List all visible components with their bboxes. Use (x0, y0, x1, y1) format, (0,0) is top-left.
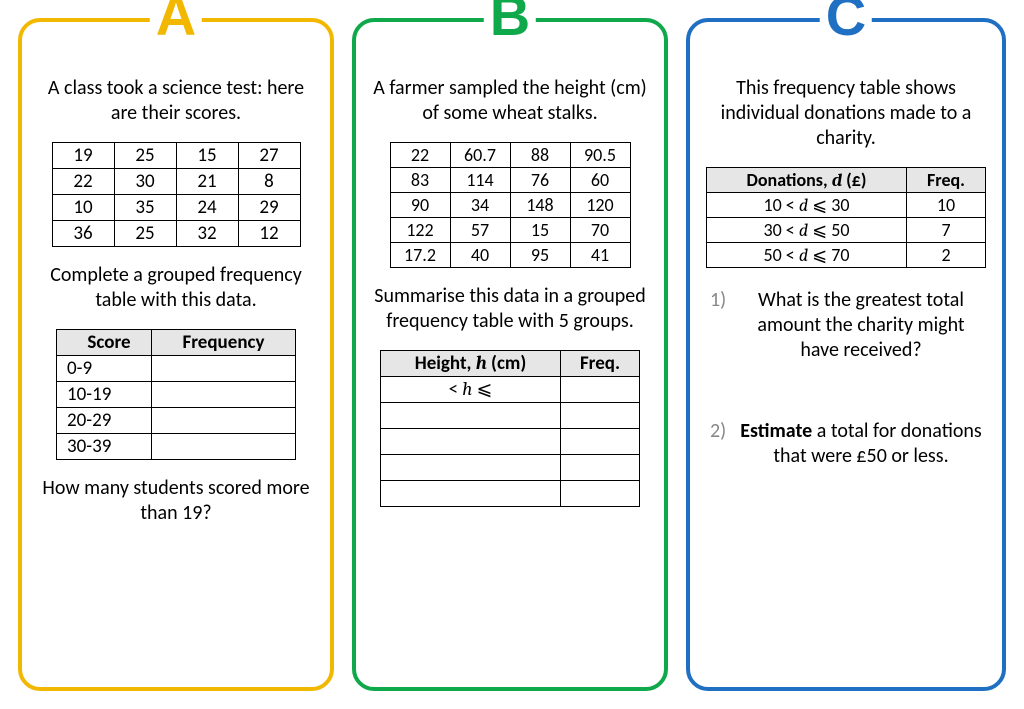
blank (381, 403, 561, 429)
cell: 32 (176, 221, 238, 247)
cell: 15 (176, 143, 238, 169)
cell: 60.7 (450, 143, 510, 168)
cell: 60 (570, 168, 630, 193)
interval: 10 < d ⩽ 30 (707, 193, 907, 218)
cell: 27 (238, 143, 300, 169)
q2-text: Estimate a total for donations that were… (736, 419, 986, 469)
cell: 40 (450, 243, 510, 268)
header-frequency: Frequency (152, 330, 296, 356)
interval: 50 < d ⩽ 70 (707, 243, 907, 268)
cell: 76 (510, 168, 570, 193)
blank (381, 429, 561, 455)
box-a-mid: Complete a grouped frequency table with … (38, 263, 314, 313)
box-a-intro: A class took a science test: here are th… (38, 76, 314, 126)
cell: 12 (238, 221, 300, 247)
box-c-q1: 1) What is the greatest total amount the… (706, 288, 986, 363)
cell: 22 (390, 143, 450, 168)
cell: 17.2 (390, 243, 450, 268)
header-height: Height, h (cm) (381, 351, 561, 377)
cell: 90 (390, 193, 450, 218)
cell: 83 (390, 168, 450, 193)
cell: 25 (114, 221, 176, 247)
box-b-mid: Summarise this data in a grouped frequen… (372, 284, 648, 334)
cell: 114 (450, 168, 510, 193)
cell: 8 (238, 169, 300, 195)
box-a-question: How many students scored more than 19? (38, 476, 314, 526)
freq-row-blank (152, 434, 296, 460)
freq-row-blank (152, 382, 296, 408)
header-score: Score (57, 330, 152, 356)
header-freq: Freq. (561, 351, 640, 377)
blank (381, 455, 561, 481)
freq-row-label: 30-39 (57, 434, 152, 460)
cell: 95 (510, 243, 570, 268)
interval-template: < h ⩽ (381, 377, 561, 403)
header-donations: Donations, d (£) (707, 168, 907, 193)
blank (561, 377, 640, 403)
cell: 30 (114, 169, 176, 195)
freq-row-blank (152, 408, 296, 434)
box-b-data-table: 2260.78890.5 831147660 9034148120 122571… (390, 142, 631, 268)
freq-row-label: 10-19 (57, 382, 152, 408)
q1-text: What is the greatest total amount the ch… (736, 288, 986, 363)
cell: 22 (52, 169, 114, 195)
box-c-q2: 2) Estimate a total for donations that w… (706, 419, 986, 469)
q2-number: 2) (706, 419, 736, 443)
box-a-data-table: 19251527 2230218 10352429 36253212 (52, 142, 301, 247)
header-freq: Freq. (907, 168, 986, 193)
freq-row-label: 20-29 (57, 408, 152, 434)
cell: 10 (52, 195, 114, 221)
cell: 41 (570, 243, 630, 268)
cell: 25 (114, 143, 176, 169)
box-a: A A class took a science test: here are … (18, 18, 334, 691)
freq-row-label: 0-9 (57, 356, 152, 382)
cell: 35 (114, 195, 176, 221)
blank (561, 429, 640, 455)
blank (561, 455, 640, 481)
cell: 88 (510, 143, 570, 168)
cell: 29 (238, 195, 300, 221)
box-c-letter: C (820, 0, 872, 44)
box-b-freq-table: Height, h (cm) Freq. < h ⩽ (380, 350, 640, 507)
cell: 15 (510, 218, 570, 243)
q1-number: 1) (706, 288, 736, 312)
cell: 36 (52, 221, 114, 247)
cell: 120 (570, 193, 630, 218)
box-c: C This frequency table shows individual … (686, 18, 1006, 691)
freq-val: 7 (907, 218, 986, 243)
cell: 34 (450, 193, 510, 218)
interval: 30 < d ⩽ 50 (707, 218, 907, 243)
box-c-intro: This frequency table shows individual do… (706, 76, 986, 151)
cell: 148 (510, 193, 570, 218)
box-a-freq-table: ScoreFrequency 0-9 10-19 20-29 30-39 (56, 329, 296, 460)
cell: 70 (570, 218, 630, 243)
cell: 21 (176, 169, 238, 195)
cell: 90.5 (570, 143, 630, 168)
freq-val: 10 (907, 193, 986, 218)
cell: 122 (390, 218, 450, 243)
freq-row-blank (152, 356, 296, 382)
box-c-freq-table: Donations, d (£) Freq. 10 < d ⩽ 3010 30 … (706, 167, 986, 268)
blank (381, 481, 561, 507)
box-b: B A farmer sampled the height (cm) of so… (352, 18, 668, 691)
cell: 57 (450, 218, 510, 243)
blank (561, 481, 640, 507)
box-b-intro: A farmer sampled the height (cm) of some… (372, 76, 648, 126)
box-a-letter: A (150, 0, 202, 44)
freq-val: 2 (907, 243, 986, 268)
cell: 24 (176, 195, 238, 221)
cell: 19 (52, 143, 114, 169)
blank (561, 403, 640, 429)
box-b-letter: B (484, 0, 536, 44)
